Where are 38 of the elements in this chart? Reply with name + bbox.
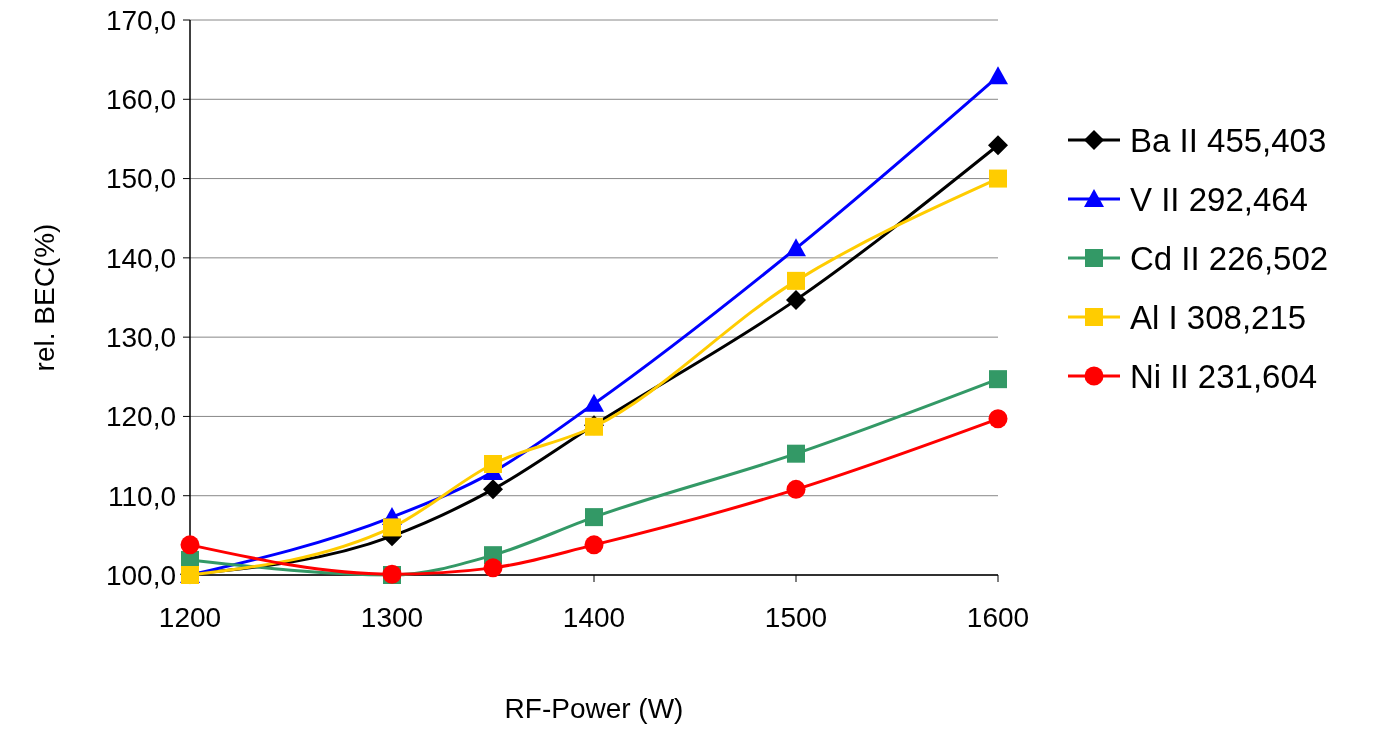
y-tick-label: 110,0 xyxy=(108,480,176,512)
y-axis-title: rel. BEC(%) xyxy=(29,223,60,372)
point xyxy=(383,518,401,537)
legend-label: Al I 308,215 xyxy=(1130,298,1307,336)
point xyxy=(787,271,805,290)
point xyxy=(483,479,503,500)
point xyxy=(988,66,1008,85)
point xyxy=(786,238,806,257)
point xyxy=(584,393,604,412)
point xyxy=(180,535,200,555)
y-tick-label: 100,0 xyxy=(105,559,176,591)
legend-label: Ni II 231,604 xyxy=(1130,357,1318,395)
x-axis-title: RF-Power (W) xyxy=(504,693,684,724)
point xyxy=(988,135,1008,156)
x-tick-label: 1500 xyxy=(764,602,828,633)
point xyxy=(584,535,604,555)
point xyxy=(484,455,502,473)
point xyxy=(988,409,1008,429)
legend-label: Ba II 455,403 xyxy=(1130,121,1327,159)
point xyxy=(585,508,603,527)
x-tick-label: 1600 xyxy=(966,602,1030,633)
point xyxy=(787,444,805,463)
y-tick-label: 140,0 xyxy=(105,242,176,274)
x-tick-label: 1200 xyxy=(158,602,222,633)
y-tick-label: 150,0 xyxy=(105,163,176,195)
point xyxy=(989,169,1007,188)
y-tick-label: 120,0 xyxy=(105,401,176,433)
point xyxy=(483,558,503,578)
point xyxy=(786,289,806,310)
x-tick-label: 1400 xyxy=(562,602,626,633)
y-tick-label: 170,0 xyxy=(105,4,176,36)
y-tick-label: 160,0 xyxy=(105,84,176,116)
y-tick-label: 130,0 xyxy=(105,321,176,353)
legend-label: Cd II 226,502 xyxy=(1130,239,1329,277)
legend-label: V II 292,464 xyxy=(1130,180,1308,218)
point xyxy=(989,370,1007,389)
point xyxy=(786,479,806,499)
x-tick-label: 1300 xyxy=(360,602,424,633)
